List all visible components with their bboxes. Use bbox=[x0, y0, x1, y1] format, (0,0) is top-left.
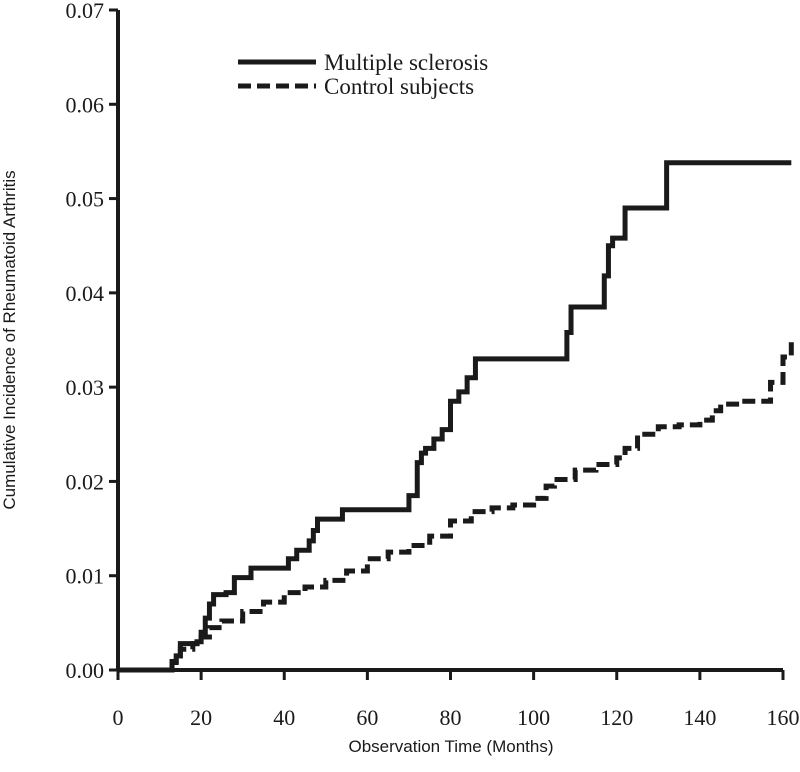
x-axis-ticks: 0 20 40 60 80 100 120 140 160 bbox=[113, 670, 800, 730]
x-tick-label: 0 bbox=[113, 705, 124, 730]
x-tick-label: 120 bbox=[600, 705, 633, 730]
x-tick-label: 80 bbox=[440, 705, 462, 730]
y-axis-ticks: 0.00 0.01 0.02 0.03 0.04 0.05 0.06 0.07 bbox=[66, 0, 118, 683]
series-line-control-subjects bbox=[118, 341, 794, 673]
plot-lines bbox=[118, 160, 794, 673]
x-axis-title: Observation Time (Months) bbox=[348, 737, 553, 756]
x-tick-label: 20 bbox=[190, 705, 212, 730]
series-line-multiple-sclerosis bbox=[118, 160, 792, 673]
y-tick-label: 0.01 bbox=[66, 564, 105, 589]
y-tick-label: 0.07 bbox=[66, 0, 105, 23]
x-tick-label: 160 bbox=[767, 705, 800, 730]
y-tick-label: 0.03 bbox=[66, 375, 105, 400]
x-tick-label: 100 bbox=[517, 705, 550, 730]
y-axis-title: Cumulative Incidence of Rheumatoid Arthr… bbox=[0, 170, 19, 509]
y-tick-label: 0.06 bbox=[66, 92, 105, 117]
x-tick-label: 40 bbox=[273, 705, 295, 730]
x-tick-label: 60 bbox=[356, 705, 378, 730]
y-tick-label: 0.04 bbox=[66, 281, 105, 306]
legend-label: Control subjects bbox=[324, 74, 474, 99]
y-tick-label: 0.02 bbox=[66, 469, 105, 494]
y-tick-label: 0.05 bbox=[66, 187, 105, 212]
x-tick-label: 140 bbox=[683, 705, 716, 730]
legend-label: Multiple sclerosis bbox=[324, 50, 488, 75]
y-tick-label: 0.00 bbox=[66, 658, 105, 683]
